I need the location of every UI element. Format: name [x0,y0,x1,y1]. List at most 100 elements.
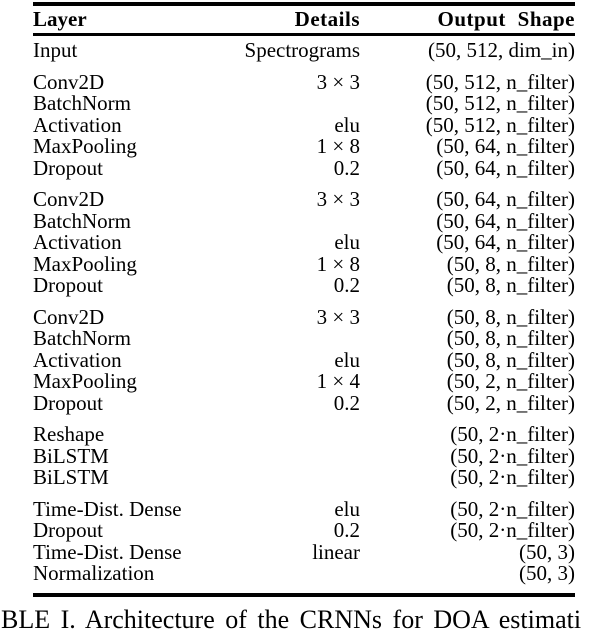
cell-details [230,446,360,468]
cell-layer: MaxPooling [33,134,137,158]
cell-layer: Dropout [33,273,103,297]
table-row: Normalization (50, 3) [33,561,575,585]
cell-layer: Conv2D [33,69,105,94]
cell-output-shape: (50, 8, n_filter) [446,273,575,297]
table-row: BatchNorm (50, 64, n_filter) [33,208,575,233]
cell-output-shape: (50, 2·n_filter) [450,465,575,489]
cell-details: 0.2 [333,155,360,180]
cell-output-shape: (50, 8, n_filter) [446,304,575,329]
architecture-table: Layer Details Output Shape Input Spectrog… [33,2,575,597]
cell-details: elu [334,347,360,372]
cell-output-shape: (50, 2·n_filter) [450,443,575,468]
table-row: Input Spectrograms (50, 512, dim_in) [33,38,575,62]
cell-details: 3 × 3 [316,304,360,329]
layer-group: Conv2D 3 × 3 (50, 64, n_filter) BatchNorm (5… [33,187,575,297]
cell-layer: BatchNorm [33,208,131,233]
table-row: MaxPooling 1 × 8 (50, 8, n_filter) [33,251,575,276]
cell-layer: BiLSTM [33,443,109,468]
layer-group: Input Spectrograms (50, 512, dim_in) [33,38,575,62]
table-row: Time-Dist. Dense elu (50, 2·n_filter) [33,496,575,521]
cell-details [230,563,360,585]
cell-output-shape: (50, 2, n_filter) [446,390,575,415]
cell-output-shape: (50, 512, n_filter) [425,112,575,137]
cell-output-shape: (50, 3) [519,561,575,585]
cell-output-shape: (50, 8, n_filter) [446,326,575,350]
cell-details [230,467,360,489]
table-row: Conv2D 3 × 3 (50, 512, n_filter) [33,69,575,94]
column-header-output-shape: Output Shape [437,7,575,31]
table-header-rule [33,33,575,36]
cell-layer: BatchNorm [33,326,131,350]
table-row: Conv2D 3 × 3 (50, 64, n_filter) [33,187,575,211]
cell-output-shape: (50, 2·n_filter) [450,496,575,521]
cell-output-shape: (50, 64, n_filter) [436,187,575,211]
cell-details [230,424,360,446]
cell-layer: BiLSTM [33,465,109,489]
cell-output-shape: (50, 512, n_filter) [425,69,575,94]
cell-layer: Activation [33,347,122,372]
cell-layer: Time-Dist. Dense [33,539,182,564]
table-header-row: Layer Details Output Shape [33,6,575,33]
table-bottom-rule [33,592,575,597]
table-row: BatchNorm (50, 8, n_filter) [33,326,575,350]
table-row: Activation elu (50, 8, n_filter) [33,347,575,372]
table-top-rule [33,2,575,6]
table-row: BiLSTM (50, 2·n_filter) [33,465,575,489]
table-row: Dropout 0.2 (50, 2, n_filter) [33,390,575,415]
cell-details: elu [334,112,360,137]
cell-layer: BatchNorm [33,91,131,115]
cell-layer: Input [33,38,78,62]
cell-output-shape: (50, 512, n_filter) [425,91,575,115]
table-row: Time-Dist. Dense linear (50, 3) [33,539,575,564]
table-row: Activation elu (50, 64, n_filter) [33,230,575,254]
cell-details [230,328,360,350]
cell-details: 0.2 [333,273,360,297]
column-header-details: Details [294,7,360,31]
table-row: Reshape (50, 2·n_filter) [33,422,575,446]
layer-group: Time-Dist. Dense elu (50, 2·n_filter) Dropo… [33,496,575,585]
cell-details: Spectrograms [244,38,360,62]
table-caption: BLE I. Architecture of the CRNNs for DOA… [1,605,582,634]
table-row: MaxPooling 1 × 4 (50, 2, n_filter) [33,369,575,393]
cell-details: 1 × 4 [316,369,360,393]
cell-details: 3 × 3 [316,187,360,211]
cell-layer: Activation [33,230,122,254]
cell-details [230,211,360,233]
cell-output-shape: (50, 64, n_filter) [436,208,575,233]
cell-layer: Dropout [33,390,103,415]
cell-layer: MaxPooling [33,369,137,393]
cell-output-shape: (50, 3) [519,539,575,564]
cell-details: elu [334,230,360,254]
cell-layer: Conv2D [33,187,105,211]
cell-layer: Activation [33,112,122,137]
table-row: Activation elu (50, 512, n_filter) [33,112,575,137]
table-row: MaxPooling 1 × 8 (50, 64, n_filter) [33,134,575,158]
cell-output-shape: (50, 64, n_filter) [436,155,575,180]
cell-layer: MaxPooling [33,251,137,276]
layer-group: Conv2D 3 × 3 (50, 512, n_filter) BatchNorm (… [33,69,575,180]
table-row: BiLSTM (50, 2·n_filter) [33,443,575,468]
table-row: Dropout 0.2 (50, 8, n_filter) [33,273,575,297]
cell-output-shape: (50, 64, n_filter) [436,230,575,254]
cell-details: 0.2 [333,518,360,542]
cell-output-shape: (50, 64, n_filter) [436,134,575,158]
cell-output-shape: (50, 2·n_filter) [450,422,575,446]
cell-details: 1 × 8 [316,134,360,158]
column-header-layer: Layer [33,7,87,31]
table-row: Conv2D 3 × 3 (50, 8, n_filter) [33,304,575,329]
layer-group: Reshape (50, 2·n_filter) BiLSTM (50, 2·n_fi… [33,422,575,489]
cell-output-shape: (50, 2·n_filter) [450,518,575,542]
table-row: Dropout 0.2 (50, 64, n_filter) [33,155,575,180]
cell-details: 3 × 3 [316,69,360,94]
cell-layer: Dropout [33,155,103,180]
table-row: BatchNorm (50, 512, n_filter) [33,91,575,115]
cell-details [230,93,360,115]
layer-group: Conv2D 3 × 3 (50, 8, n_filter) BatchNorm (50… [33,304,575,415]
cell-details: 0.2 [333,390,360,415]
cell-details: linear [312,539,360,564]
table-row: Dropout 0.2 (50, 2·n_filter) [33,518,575,542]
cell-layer: Time-Dist. Dense [33,496,182,521]
cell-output-shape: (50, 2, n_filter) [446,369,575,393]
cell-output-shape: (50, 8, n_filter) [446,251,575,276]
cell-output-shape: (50, 512, dim_in) [428,38,575,62]
